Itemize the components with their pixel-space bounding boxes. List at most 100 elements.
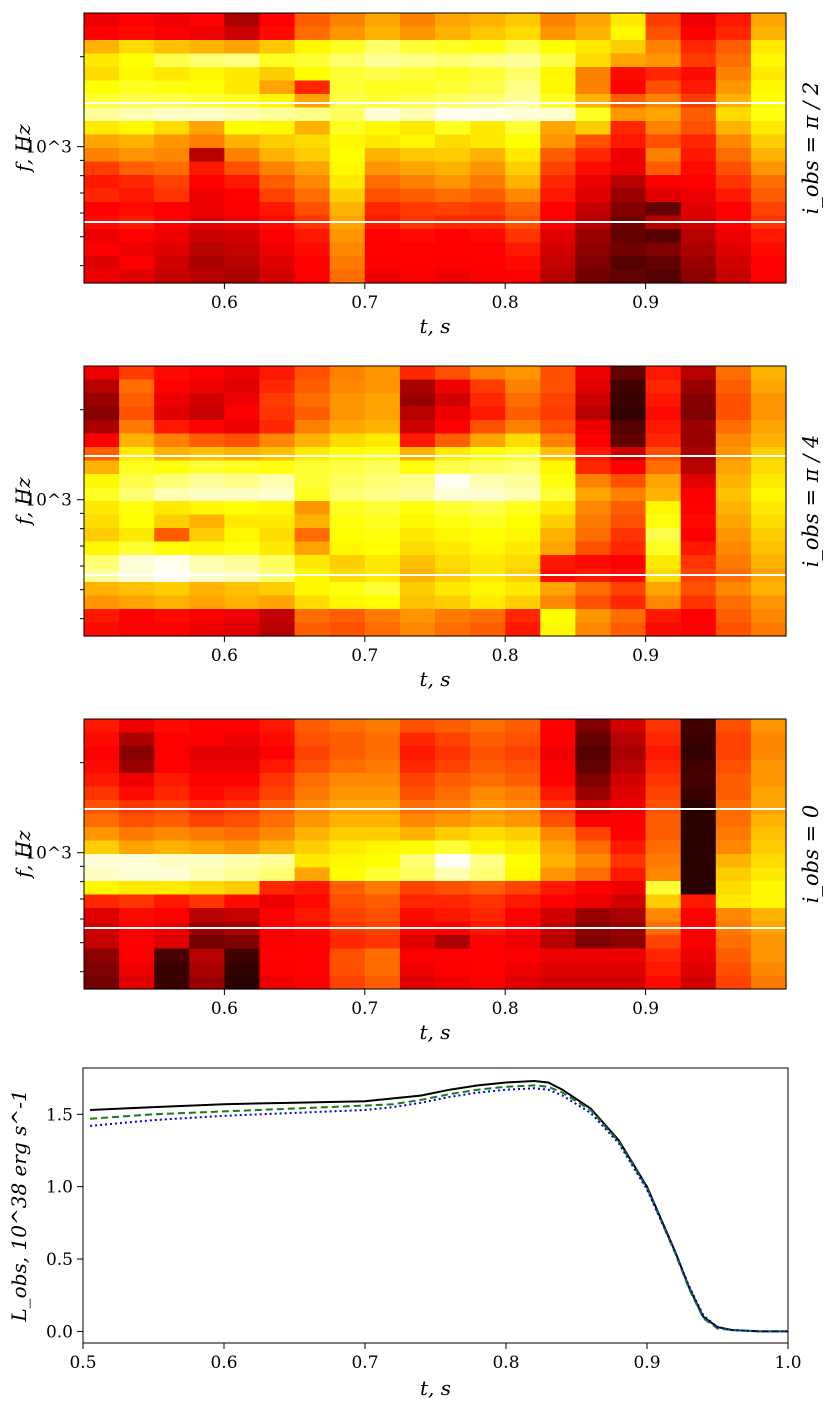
heatmap-cell xyxy=(154,256,190,271)
heatmap-cell xyxy=(329,242,366,257)
heatmap-cell xyxy=(329,94,366,109)
heatmap-cell xyxy=(505,148,541,163)
heatmap-cell xyxy=(470,242,506,257)
heatmap-cell xyxy=(610,719,647,734)
heatmap-cell xyxy=(750,107,787,122)
heatmap-cell xyxy=(189,94,225,109)
inclination-label: i_obs = π / 2 xyxy=(799,82,823,215)
heatmap-cell xyxy=(294,827,331,842)
heatmap-cell xyxy=(189,528,225,543)
heatmap-cell xyxy=(399,719,436,734)
heatmap-cell xyxy=(329,474,366,489)
heatmap-cell xyxy=(84,393,120,408)
heatmap-cell xyxy=(119,609,155,624)
luminosity-series-line xyxy=(90,1084,788,1333)
heatmap-cell xyxy=(224,800,261,815)
heatmap-cell xyxy=(715,175,752,190)
heatmap-cell xyxy=(750,13,787,28)
heatmap-cell xyxy=(505,975,541,990)
heatmap-cell xyxy=(224,541,261,556)
heatmap-cell xyxy=(575,501,612,516)
heatmap-cell xyxy=(610,773,647,788)
heatmap-cell xyxy=(84,541,120,556)
heatmap-cell xyxy=(189,935,225,950)
heatmap-cell xyxy=(715,80,752,95)
heatmap-cell xyxy=(435,962,471,977)
heatmap-cell xyxy=(715,975,752,990)
heatmap-cell xyxy=(399,406,436,421)
heatmap-cell xyxy=(84,786,120,801)
heatmap-cell xyxy=(224,366,261,381)
heatmap-cell xyxy=(435,786,471,801)
heatmap-cell xyxy=(399,881,436,896)
heatmap-cell xyxy=(329,867,366,882)
heatmap-cell xyxy=(119,67,155,82)
heatmap-cell xyxy=(505,447,541,462)
heatmap-cell xyxy=(399,379,436,394)
heatmap-cell xyxy=(540,53,576,68)
heatmap-cell xyxy=(470,501,506,516)
heatmap-cell xyxy=(189,501,225,516)
heatmap-cell xyxy=(610,541,647,556)
heatmap-cell xyxy=(329,175,366,190)
heatmap-cell xyxy=(610,269,647,284)
heatmap-cell xyxy=(575,202,612,217)
heatmap-cell xyxy=(399,800,436,815)
heatmap-cell xyxy=(154,555,190,570)
heatmap-cell xyxy=(294,188,331,203)
heatmap-cell xyxy=(540,595,576,610)
heatmap-cell xyxy=(224,94,261,109)
heatmap-cell xyxy=(575,609,612,624)
heatmap-cell xyxy=(364,13,401,28)
heatmap-cell xyxy=(750,366,787,381)
heatmap-cell xyxy=(610,854,647,869)
heatmap-cell xyxy=(189,894,225,909)
heatmap-cell xyxy=(435,40,471,55)
heatmap-cell xyxy=(119,514,155,529)
heatmap-cell xyxy=(715,13,752,28)
heatmap-cell xyxy=(470,935,506,950)
heatmap-cell xyxy=(364,582,401,597)
heatmap-cell xyxy=(540,474,576,489)
heatmap-cell xyxy=(329,948,366,963)
heatmap-cell xyxy=(259,813,296,828)
heatmap-cell xyxy=(399,595,436,610)
heatmap-cell xyxy=(750,121,787,136)
heatmap-cell xyxy=(84,107,120,122)
heatmap-cell xyxy=(540,541,576,556)
heatmap-cell xyxy=(505,622,541,637)
heatmap-cell xyxy=(575,460,612,475)
heatmap-cell xyxy=(750,514,787,529)
heatmap-cell xyxy=(364,134,401,149)
heatmap-cell xyxy=(540,800,576,815)
heatmap-cell xyxy=(84,256,120,271)
heatmap-cell xyxy=(645,460,682,475)
heatmap-cell xyxy=(575,881,612,896)
heatmap-cell xyxy=(259,202,296,217)
heatmap-cell xyxy=(259,975,296,990)
heatmap-cell xyxy=(119,256,155,271)
heatmap-cell xyxy=(294,935,331,950)
heatmap-cell xyxy=(435,53,471,68)
heatmap-cell xyxy=(470,827,506,842)
heatmap-cell xyxy=(84,935,120,950)
heatmap-cell xyxy=(575,948,612,963)
heatmap-cell xyxy=(680,759,717,774)
heatmap-cell xyxy=(715,420,752,435)
heatmap-cell xyxy=(715,827,752,842)
heatmap-cell xyxy=(364,854,401,869)
heatmap-cell xyxy=(540,773,576,788)
heatmap-cell xyxy=(645,229,682,244)
heatmap-cell xyxy=(470,541,506,556)
heatmap-cell xyxy=(750,202,787,217)
heatmap-cell xyxy=(610,622,647,637)
heatmap-cell xyxy=(540,867,576,882)
heatmap-cell xyxy=(329,975,366,990)
heatmap-cell xyxy=(189,175,225,190)
heatmap-cell xyxy=(329,541,366,556)
heatmap-cell xyxy=(84,420,120,435)
heatmap-cell xyxy=(294,474,331,489)
heatmap-cell xyxy=(189,487,225,502)
heatmap-cell xyxy=(435,67,471,82)
heatmap-cell xyxy=(224,161,261,176)
